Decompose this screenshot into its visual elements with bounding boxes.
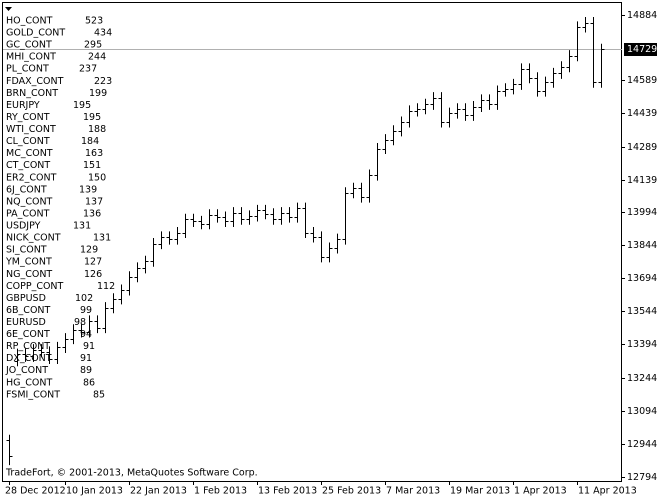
- symbol-name: MHI_CONT: [6, 52, 56, 63]
- y-tick-label: 13844: [627, 240, 657, 251]
- symbol-value: 195: [83, 112, 101, 123]
- symbol-value: 136: [83, 208, 101, 219]
- symbol-value: 99: [80, 305, 92, 316]
- symbol-value: 163: [85, 148, 103, 159]
- symbol-name: SI_CONT: [6, 245, 47, 256]
- symbol-value: 129: [80, 245, 98, 256]
- symbol-name: COPP_CONT: [6, 281, 64, 292]
- x-tick-label: 19 Mar 2013: [450, 486, 510, 497]
- symbol-name: CT_CONT: [6, 160, 50, 171]
- symbol-name: FDAX_CONT: [6, 76, 64, 87]
- y-tick-label: 13394: [627, 339, 657, 350]
- symbol-value: 244: [88, 52, 106, 63]
- symbol-value: 523: [85, 16, 103, 27]
- symbol-name: ER2_CONT: [6, 172, 57, 183]
- symbol-name: MC_CONT: [6, 148, 53, 159]
- x-tick-label: 13 Feb 2013: [258, 486, 317, 497]
- y-tick-label: 14439: [627, 108, 657, 119]
- symbol-name: BRN_CONT: [6, 88, 58, 99]
- symbol-name: GOLD_CONT: [6, 28, 65, 39]
- symbol-value: 131: [73, 221, 91, 232]
- symbol-value: 85: [93, 389, 105, 400]
- x-tick-label: 7 Mar 2013: [386, 486, 440, 497]
- x-tick-label: 11 Apr 2013: [578, 486, 637, 497]
- symbol-value: 112: [97, 281, 115, 292]
- plot-frame: [2, 2, 622, 482]
- menu-arrow[interactable]: [5, 7, 12, 11]
- price-label: 14729: [627, 44, 657, 55]
- symbol-value: 188: [88, 124, 106, 135]
- symbol-name: YM_CONT: [5, 257, 52, 268]
- y-tick-label: 14589: [627, 75, 657, 86]
- symbol-value: 139: [79, 184, 97, 195]
- y-tick-label: 13994: [627, 207, 657, 218]
- y-tick-label: 13094: [627, 406, 657, 417]
- y-tick-label: 13694: [627, 273, 657, 284]
- symbol-value: 102: [75, 293, 93, 304]
- symbol-value: 223: [94, 76, 112, 87]
- symbol-value: 150: [88, 172, 106, 183]
- symbol-name: NICK_CONT: [6, 233, 61, 244]
- y-tick-label: 13544: [627, 306, 657, 317]
- symbol-name: RY_CONT: [6, 112, 50, 123]
- symbol-value: 237: [79, 64, 97, 75]
- symbol-name: USDJPY: [6, 221, 41, 232]
- symbol-value: 94: [80, 329, 92, 340]
- symbol-value: 131: [93, 233, 111, 244]
- symbol-name: EURUSD: [6, 317, 46, 328]
- y-tick-label: 14139: [627, 175, 657, 186]
- x-tick-label: 1 Feb 2013: [194, 486, 247, 497]
- symbol-name: 6E_CONT: [6, 329, 50, 340]
- symbol-name: 6J_CONT: [6, 184, 47, 195]
- symbol-name: HO_CONT: [6, 16, 53, 27]
- symbol-value: 199: [89, 88, 107, 99]
- x-tick-label: 1 Apr 2013: [514, 486, 567, 497]
- symbol-value: 127: [84, 257, 102, 268]
- symbol-value: 126: [84, 269, 102, 280]
- symbol-name: WTI_CONT: [6, 124, 56, 135]
- footer: TradeFort, © 2001-2013, MetaQuotes Softw…: [5, 468, 258, 479]
- x-tick-label: 10 Jan 2013: [66, 486, 123, 497]
- symbol-value: 91: [83, 341, 95, 352]
- symbol-name: NQ_CONT: [6, 196, 53, 207]
- symbol-name: GC_CONT: [6, 40, 52, 51]
- symbol-value: 98: [74, 317, 86, 328]
- symbol-name: GBPUSD: [6, 293, 46, 304]
- symbol-name: DX_CONT: [6, 353, 52, 364]
- symbol-value: 434: [94, 28, 112, 39]
- symbol-name: PA_CONT: [6, 208, 50, 219]
- symbol-name: NG_CONT: [6, 269, 52, 280]
- symbol-value: 151: [83, 160, 101, 171]
- symbol-name: JO_CONT: [5, 365, 48, 376]
- symbol-name: PL_CONT: [6, 64, 49, 75]
- y-tick-label: 13244: [627, 373, 657, 384]
- x-tick-label: 28 Dec 2012: [5, 486, 66, 497]
- symbol-name: FSMI_CONT: [6, 389, 60, 400]
- symbol-value: 195: [73, 100, 91, 111]
- symbol-value: 89: [80, 365, 92, 376]
- symbol-value: 184: [81, 136, 99, 147]
- x-tick-label: 22 Jan 2013: [130, 486, 187, 497]
- x-tick-label: 25 Feb 2013: [322, 486, 381, 497]
- symbol-value: 91: [80, 353, 92, 364]
- symbol-name: HG_CONT: [6, 377, 52, 388]
- symbol-name: EURJPY: [6, 100, 40, 111]
- y-tick-label: 14289: [627, 142, 657, 153]
- y-tick-label: 12794: [627, 472, 657, 483]
- y-tick-label: 12944: [627, 439, 657, 450]
- y-tick-label: 14884: [627, 10, 657, 21]
- symbol-value: 295: [84, 40, 102, 51]
- symbol-name: 6B_CONT: [6, 305, 51, 316]
- symbol-name: RP_CONT: [6, 341, 50, 352]
- price-label-box: [624, 43, 657, 56]
- symbol-value: 86: [83, 377, 95, 388]
- symbol-name: CL_CONT: [6, 136, 50, 147]
- symbol-value: 137: [85, 196, 103, 207]
